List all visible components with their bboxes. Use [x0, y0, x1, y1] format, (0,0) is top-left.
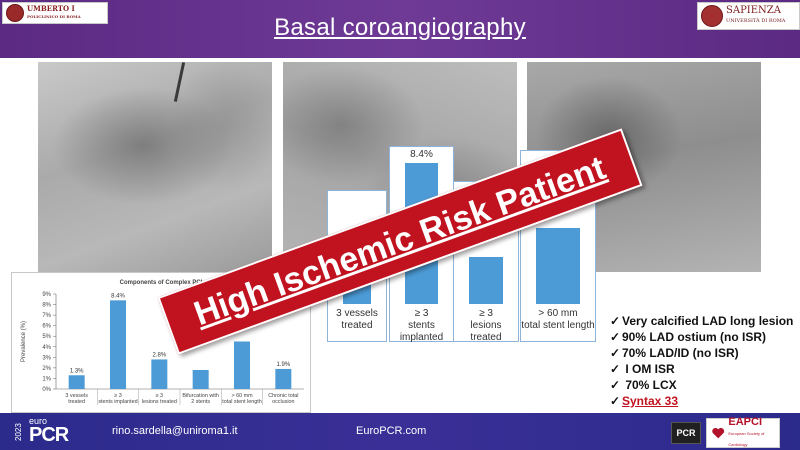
- check-icon: ✓: [610, 314, 621, 328]
- check-icon: ✓: [610, 362, 621, 376]
- seal-icon: [6, 4, 24, 22]
- data-label: 1.3%: [70, 368, 84, 374]
- footer-brand: PCR: [29, 424, 69, 446]
- list-item: ✓ Very calcified LAD long lesion: [610, 314, 794, 328]
- bar: [234, 341, 250, 389]
- data-label: 2.8%: [152, 352, 166, 358]
- x-tick-label: ≥ 3 stents implanted: [399, 308, 444, 343]
- seal-icon: [701, 5, 723, 27]
- y-axis-label: Prevalence (%): [21, 321, 27, 362]
- angiogram-image-1: [38, 62, 272, 272]
- umberto-logo: UMBERTO I POLICLINICO DI ROMA: [2, 2, 108, 24]
- check-icon: ✓: [610, 378, 621, 392]
- bar: [151, 359, 168, 389]
- x-tick-label: > 60 mm total stent length: [521, 308, 595, 331]
- y-tick-label: 2%: [42, 366, 51, 372]
- x-tick-label: > 60 mm total stent length: [222, 393, 262, 405]
- check-icon: ✓: [610, 346, 621, 360]
- bar: [110, 300, 126, 389]
- sapienza-logo: SAPIENZA UNIVERSITÀ DI ROMA: [697, 2, 800, 30]
- y-tick-label: 6%: [42, 324, 51, 330]
- x-tick-label: 3 vessels treated: [336, 308, 378, 331]
- chart-svg: 0% 1% 2% 3% 4% 5% 6% 7% 8% 9% Prevalence (%) 1.3% 3 …: [21, 292, 304, 405]
- x-tick-label: ≥ 3 lesions treated: [142, 393, 177, 405]
- data-label: 8.4%: [111, 293, 125, 299]
- footer-year: 2023: [14, 423, 23, 441]
- list-item: ✓ 70% LAD/ID (no ISR): [610, 346, 739, 360]
- eapci-label: EAPCI: [728, 415, 763, 428]
- logo-left-name: UMBERTO I: [27, 4, 75, 13]
- bar: [469, 257, 503, 304]
- y-tick-label: 0%: [42, 387, 51, 393]
- y-tick-label: 9%: [42, 292, 51, 298]
- footer-bar: 2023 euro PCR rino.sardella@uniroma1.it …: [0, 413, 800, 450]
- y-tick-label: 7%: [42, 313, 51, 319]
- bar: [68, 375, 85, 389]
- data-label: 1.9%: [276, 362, 290, 368]
- slide-title: Basal coroangiography: [274, 14, 526, 41]
- eapci-logo: EAPCI European Society of Cardiology: [706, 415, 780, 448]
- presenter-email: rino.sardella@uniroma1.it: [112, 425, 238, 437]
- list-item: ✓ 70% LCX: [610, 378, 677, 392]
- eapci-subtitle: European Society of Cardiology: [728, 430, 765, 447]
- check-icon: ✓: [610, 394, 621, 408]
- conference-website: EuroPCR.com: [356, 425, 427, 437]
- logo-left-subtitle: POLICLINICO DI ROMA: [27, 14, 81, 19]
- y-tick-label: 3%: [42, 355, 51, 361]
- logo-right-name: SAPIENZA: [726, 5, 781, 16]
- footer-euro: euro: [29, 416, 48, 426]
- syntax-score: Syntax 33: [622, 394, 679, 408]
- x-tick-label: Chronic total occlusion: [268, 393, 298, 405]
- bar: [536, 228, 580, 304]
- bar: [192, 370, 209, 389]
- logo-right-subtitle: UNIVERSITÀ DI ROMA: [726, 18, 786, 24]
- chart-title: Components of Complex PCI: [119, 280, 203, 286]
- findings-checklist: ✓ Very calcified LAD long lesion ✓ 90% LAD…: [610, 313, 800, 409]
- y-tick-label: 4%: [42, 345, 51, 351]
- data-label: 8.4%: [410, 149, 433, 160]
- y-tick-label: 1%: [42, 376, 51, 382]
- y-tick-label: 8%: [42, 303, 51, 309]
- y-tick-label: 5%: [42, 334, 51, 340]
- bar: [275, 368, 292, 389]
- list-item: ✓ 90% LAD ostium (no ISR): [610, 330, 767, 344]
- x-tick-label: Bifurcation with 2 stents: [182, 393, 219, 405]
- catheter-shape: [173, 62, 186, 102]
- x-tick-label: ≥ 3 lesions treated: [470, 308, 502, 343]
- heart-icon: [712, 427, 725, 439]
- x-tick-label: ≥ 3 stents implanted: [98, 393, 137, 405]
- list-item: ✓ I OM ISR: [610, 362, 675, 376]
- list-item: ✓ Syntax 33: [610, 393, 800, 409]
- x-tick-label: 3 vessels treated: [65, 393, 88, 405]
- check-icon: ✓: [610, 330, 621, 344]
- pcr-logo: PCR: [671, 422, 701, 444]
- header-bar: Basal coroangiography: [0, 0, 800, 58]
